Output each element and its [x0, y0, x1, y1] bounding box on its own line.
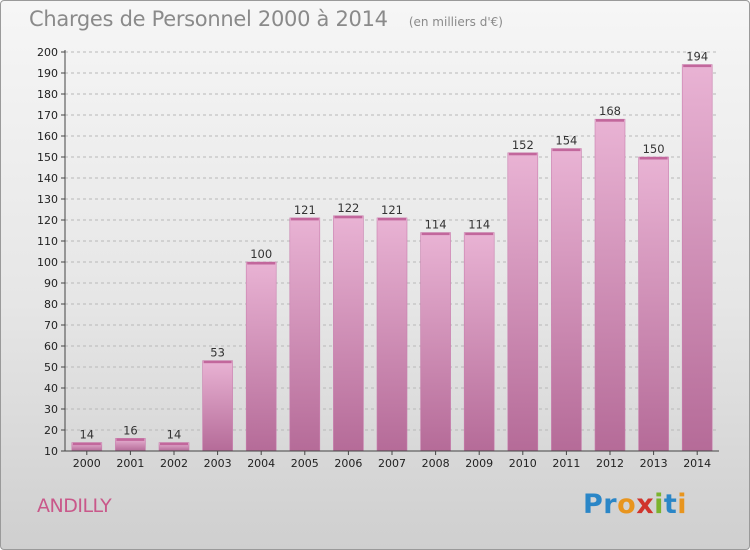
x-tick-label: 2005 [291, 457, 319, 470]
bar-value-label: 14 [167, 428, 182, 442]
bar-cap [508, 152, 537, 156]
bar-cap [596, 119, 624, 122]
y-tick-label: 20 [44, 424, 58, 437]
bar-value-label: 121 [294, 203, 316, 217]
place-name: ANDILLY [37, 495, 112, 517]
bar-cap [683, 64, 712, 68]
bar-cap [552, 148, 581, 152]
bar [420, 232, 451, 452]
x-tick-label: 2013 [640, 457, 668, 470]
bar [333, 215, 364, 452]
x-tick-label: 2011 [552, 457, 580, 470]
bar-value-label: 121 [381, 203, 403, 217]
y-tick-label: 170 [37, 109, 58, 122]
bar-value-label: 122 [337, 201, 359, 215]
y-tick-label: 110 [37, 235, 58, 248]
y-tick-label: 10 [44, 445, 58, 458]
y-tick-label: 80 [44, 298, 58, 311]
y-tick-label: 50 [44, 361, 58, 374]
bar-value-label: 114 [468, 218, 490, 232]
x-tick-label: 2001 [116, 457, 144, 470]
bar-value-label: 100 [250, 247, 272, 261]
bar [507, 152, 539, 452]
bar [681, 64, 713, 452]
bar-value-label: 14 [79, 428, 94, 442]
y-tick-label: 120 [37, 214, 58, 227]
x-tick-label: 2000 [73, 457, 101, 470]
y-tick-label: 70 [44, 319, 58, 332]
bar [463, 232, 495, 452]
chart-subtitle: (en milliers d'€) [408, 15, 503, 29]
bar [245, 261, 277, 452]
bar-value-label: 150 [643, 142, 665, 156]
bar-cap [378, 217, 406, 221]
y-tick-label: 30 [44, 403, 58, 416]
bar-cap [465, 232, 494, 236]
y-tick-label: 40 [44, 382, 58, 395]
bar-value-label: 168 [599, 104, 621, 118]
x-tick-label: 2003 [204, 457, 232, 470]
bar-cap [116, 438, 145, 441]
logo-letter: i [677, 489, 688, 520]
logo-letter: x [636, 489, 655, 520]
bar-cap [639, 157, 668, 160]
bar [551, 148, 582, 452]
x-tick-label: 2004 [247, 457, 275, 470]
x-tick-label: 2007 [378, 457, 406, 470]
y-tick-label: 100 [37, 256, 58, 269]
x-tick-label: 2002 [160, 457, 188, 470]
bar-value-label: 152 [512, 138, 534, 152]
x-tick-label: 2009 [465, 457, 493, 470]
x-tick-label: 2010 [509, 457, 537, 470]
bar-cap [247, 262, 276, 265]
chart-title: Charges de Personnel 2000 à 2014 [29, 7, 388, 31]
bar-cap [421, 232, 450, 236]
bar [638, 156, 669, 452]
bar-cap [72, 442, 101, 446]
bar-value-label: 16 [123, 423, 138, 437]
bar [202, 360, 233, 452]
y-tick-label: 200 [37, 46, 58, 59]
x-tick-label: 2008 [422, 457, 450, 470]
title-row: Charges de Personnel 2000 à 2014 (en mil… [29, 7, 503, 31]
x-tick-label: 2006 [334, 457, 362, 470]
y-tick-label: 180 [37, 88, 58, 101]
bar-cap [290, 217, 319, 221]
logo-letter: o [617, 489, 637, 520]
bar-value-label: 114 [425, 218, 447, 232]
x-tick-label: 2012 [596, 457, 624, 470]
bar [376, 217, 408, 452]
y-tick-label: 190 [37, 67, 58, 80]
y-tick-label: 60 [44, 340, 58, 353]
bar-value-label: 194 [686, 50, 708, 64]
bar-value-label: 154 [555, 134, 577, 148]
bar-cap [203, 360, 232, 364]
logo-letter: i [654, 489, 664, 520]
bar [594, 118, 626, 452]
bar-value-label: 53 [210, 346, 225, 360]
y-tick-label: 150 [37, 151, 58, 164]
bar-cap [334, 215, 363, 219]
bar-cap [160, 442, 188, 446]
bar [289, 217, 321, 452]
logo-letter: P [583, 489, 604, 520]
logo-letter: r [603, 489, 618, 520]
y-tick-label: 90 [44, 277, 58, 290]
y-tick-label: 160 [37, 130, 58, 143]
y-tick-label: 140 [37, 172, 58, 185]
y-tick-label: 130 [37, 193, 58, 206]
x-tick-label: 2014 [683, 457, 711, 470]
logo-letter: t [663, 489, 678, 520]
proxiti-logo: Proxiti [583, 489, 687, 520]
